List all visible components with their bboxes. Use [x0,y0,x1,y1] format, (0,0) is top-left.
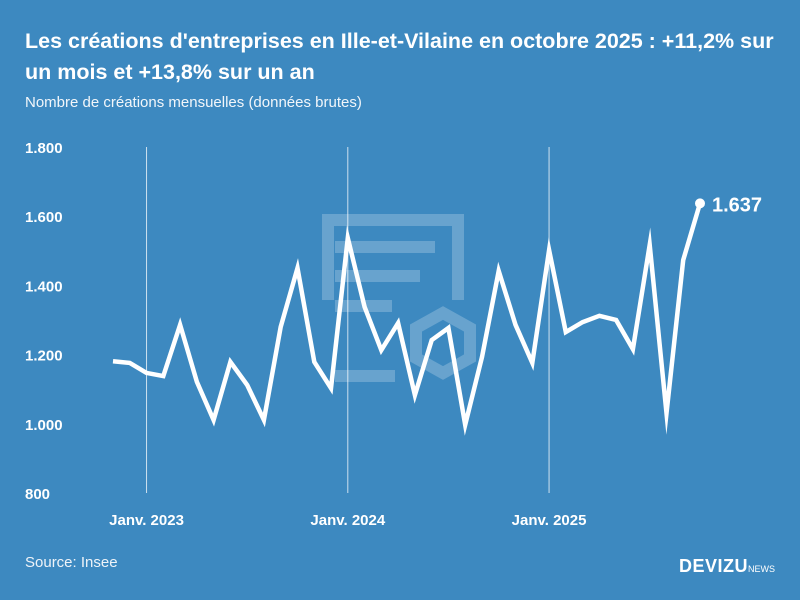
last-point-marker [695,198,705,209]
logo-main: DEVIZU [678,556,748,576]
series-line [112,202,703,436]
logo-sub: NEWS [748,564,775,574]
x-tick-label: Janv. 2023 [109,512,184,529]
devizu-logo: DEVIZUNEWS [679,556,775,577]
y-tick-label: 1.600 [25,209,63,226]
chart-subtitle: Nombre de créations mensuelles (données … [25,94,362,111]
y-tick-label: 1.800 [25,140,63,157]
y-tick-label: 1.400 [25,278,63,295]
y-tick-label: 1.000 [25,417,63,434]
x-tick-label: Janv. 2025 [512,512,587,529]
x-tick-label: Janv. 2024 [310,512,385,529]
y-tick-label: 1.200 [25,348,63,365]
last-value-label: 1.637 [712,194,762,216]
source-note: Source: Insee [25,554,118,571]
y-tick-label: 800 [25,486,50,503]
watermark-logo [322,214,476,382]
chart-title: Les créations d'entreprises en Ille-et-V… [25,29,774,84]
